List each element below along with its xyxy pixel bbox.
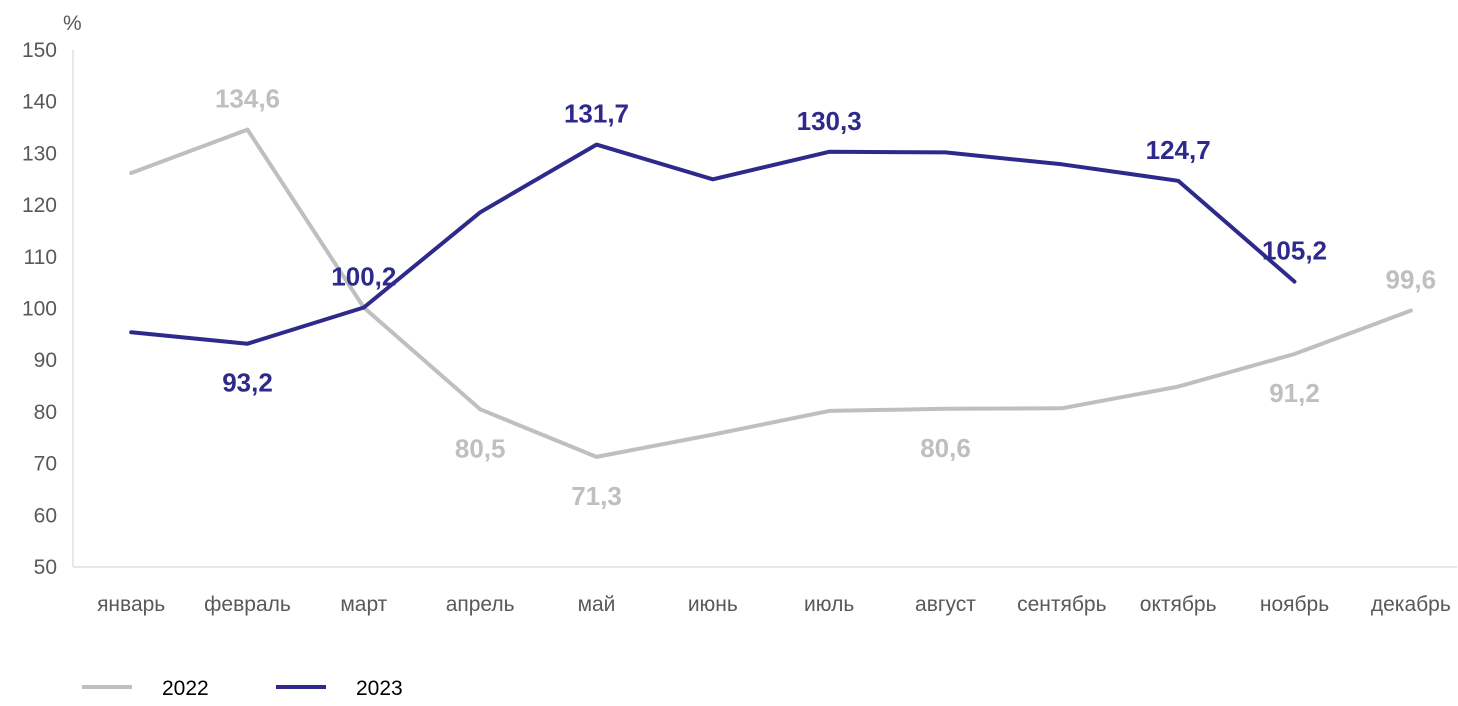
x-tick-label: май [578,593,616,616]
y-tick-label: 130 [22,142,57,165]
y-tick-label: 80 [34,401,57,424]
legend-label: 2022 [162,677,209,700]
series-line-2022 [129,127,1413,459]
data-label: 99,6 [1386,265,1437,295]
y-axis-unit: % [63,12,82,35]
x-axis-ticks: январь февраль март апрель май июнь июль август… [97,593,1451,616]
x-tick-label: август [915,593,976,616]
x-tick-label: март [340,593,387,616]
y-tick-label: 60 [34,504,57,527]
data-label: 93,2 [222,368,273,398]
data-label: 134,6 [215,84,280,114]
y-tick-label: 150 [22,39,57,62]
y-tick-label: 120 [22,194,57,217]
data-label: 124,7 [1146,135,1211,165]
data-label: 71,3 [571,481,622,511]
y-tick-label: 110 [24,246,57,269]
x-tick-label: декабрь [1371,593,1451,616]
legend: 2022 2023 [82,677,403,700]
x-tick-label: октябрь [1140,593,1217,616]
x-tick-label: июль [804,593,854,616]
y-tick-label: 90 [34,349,57,372]
data-labels: 134,6 80,5 71,3 80,6 91,2 99,6 93,2 100,2 131,7 1… [215,84,1436,511]
x-tick-label: февраль [204,593,291,616]
y-tick-label: 140 [22,91,57,114]
x-tick-label: январь [97,593,165,616]
x-tick-label: ноябрь [1260,593,1329,616]
data-label: 91,2 [1269,378,1320,408]
data-label: 105,2 [1262,236,1327,266]
y-axis-ticks: 50 60 70 80 90 100 110 120 130 140 150 [22,39,57,579]
data-label: 130,3 [797,106,862,136]
x-tick-label: апрель [446,593,515,616]
y-tick-label: 50 [34,556,57,579]
data-label: 80,5 [455,433,506,463]
data-label: 100,2 [331,261,396,291]
x-tick-label: июнь [688,593,738,616]
y-tick-label: 100 [22,298,57,321]
series-line-2023 [129,142,1297,346]
data-label: 131,7 [564,99,629,129]
data-label: 80,6 [920,433,971,463]
x-tick-label: сентябрь [1017,593,1106,616]
series-layer [129,127,1413,459]
y-tick-label: 70 [34,453,57,476]
legend-label: 2023 [356,677,403,700]
